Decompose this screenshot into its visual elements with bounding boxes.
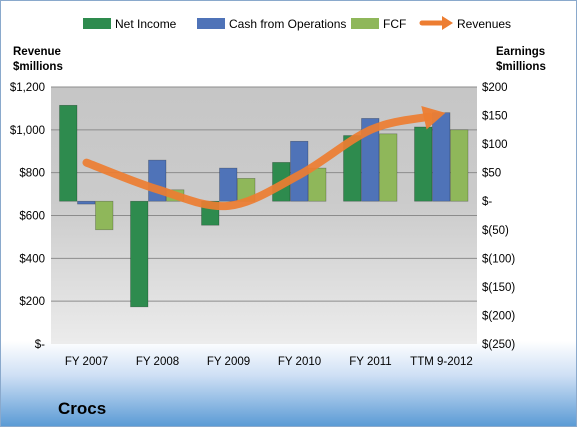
- left-tick-label: $800: [19, 168, 45, 180]
- legend-label-cash-from-operations: Cash from Operations: [229, 17, 346, 31]
- revenue-line-layer: [82, 106, 446, 211]
- left-tick-label: $-: [35, 339, 45, 351]
- category-label: FY 2009: [207, 356, 250, 368]
- left-tick-label: $600: [19, 211, 45, 223]
- left-tick-label: $1,200: [10, 82, 45, 94]
- legend: Net Income Cash from Operations FCF Reve…: [83, 16, 511, 31]
- bar-fcf: [308, 167, 327, 202]
- bar-cash-from-operations: [77, 200, 96, 205]
- legend-swatch-revenues: [419, 16, 453, 30]
- right-tick-label: $(50): [482, 225, 509, 237]
- right-tick-label: $50: [482, 168, 501, 180]
- legend-swatch-cash-from-operations: [197, 18, 225, 29]
- bar-net-income: [130, 200, 149, 308]
- category-label: FY 2008: [136, 356, 179, 368]
- category-label: FY 2007: [65, 356, 108, 368]
- bar-cash-from-operations: [361, 118, 380, 202]
- legend-label-net-income: Net Income: [115, 17, 177, 31]
- left-axis-title-line1: Revenue: [13, 46, 61, 58]
- bar-fcf: [95, 200, 114, 231]
- left-axis-ticks: $1,200 $1,000 $800 $600 $400 $200 $-: [10, 82, 45, 351]
- bar-cash-from-operations: [432, 112, 451, 202]
- right-tick-label: $(250): [482, 339, 515, 351]
- left-tick-label: $1,000: [10, 125, 45, 137]
- right-axis-title-line2: $millions: [496, 61, 546, 73]
- right-tick-label: $(100): [482, 253, 515, 265]
- legend-swatch-net-income: [83, 18, 111, 29]
- revenue-line: [82, 112, 433, 211]
- bars: [59, 104, 469, 308]
- category-label: FY 2011: [349, 356, 391, 368]
- right-axis-ticks: $200 $150 $100 $50 $- $(50) $(100) $(150) $(200)…: [482, 82, 515, 351]
- bar-net-income: [414, 126, 433, 202]
- bar-net-income: [59, 104, 78, 202]
- right-tick-label: $(200): [482, 310, 515, 322]
- category-label: FY 2010: [278, 356, 321, 368]
- left-tick-label: $400: [19, 253, 45, 265]
- legend-label-revenues: Revenues: [457, 17, 511, 31]
- right-tick-label: $-: [482, 196, 492, 208]
- right-tick-label: $200: [482, 82, 508, 94]
- bar-cash-from-operations: [219, 167, 238, 202]
- category-labels: FY 2007 FY 2008 FY 2009 FY 2010 FY 2011 TTM 9…: [65, 356, 473, 368]
- category-label: TTM 9-2012: [410, 356, 473, 368]
- right-tick-label: $150: [482, 111, 508, 123]
- legend-label-fcf: FCF: [383, 17, 406, 31]
- legend-swatch-fcf: [351, 18, 379, 29]
- right-tick-label: $100: [482, 139, 508, 151]
- left-axis-title-line2: $millions: [13, 61, 63, 73]
- bar-fcf: [450, 129, 469, 202]
- right-tick-label: $(150): [482, 282, 515, 294]
- left-tick-label: $200: [19, 296, 45, 308]
- bar-fcf: [379, 133, 398, 202]
- right-axis-title-line1: Earnings: [496, 46, 545, 58]
- company-name: Crocs: [58, 399, 106, 418]
- revenue-arrowhead: [421, 106, 446, 130]
